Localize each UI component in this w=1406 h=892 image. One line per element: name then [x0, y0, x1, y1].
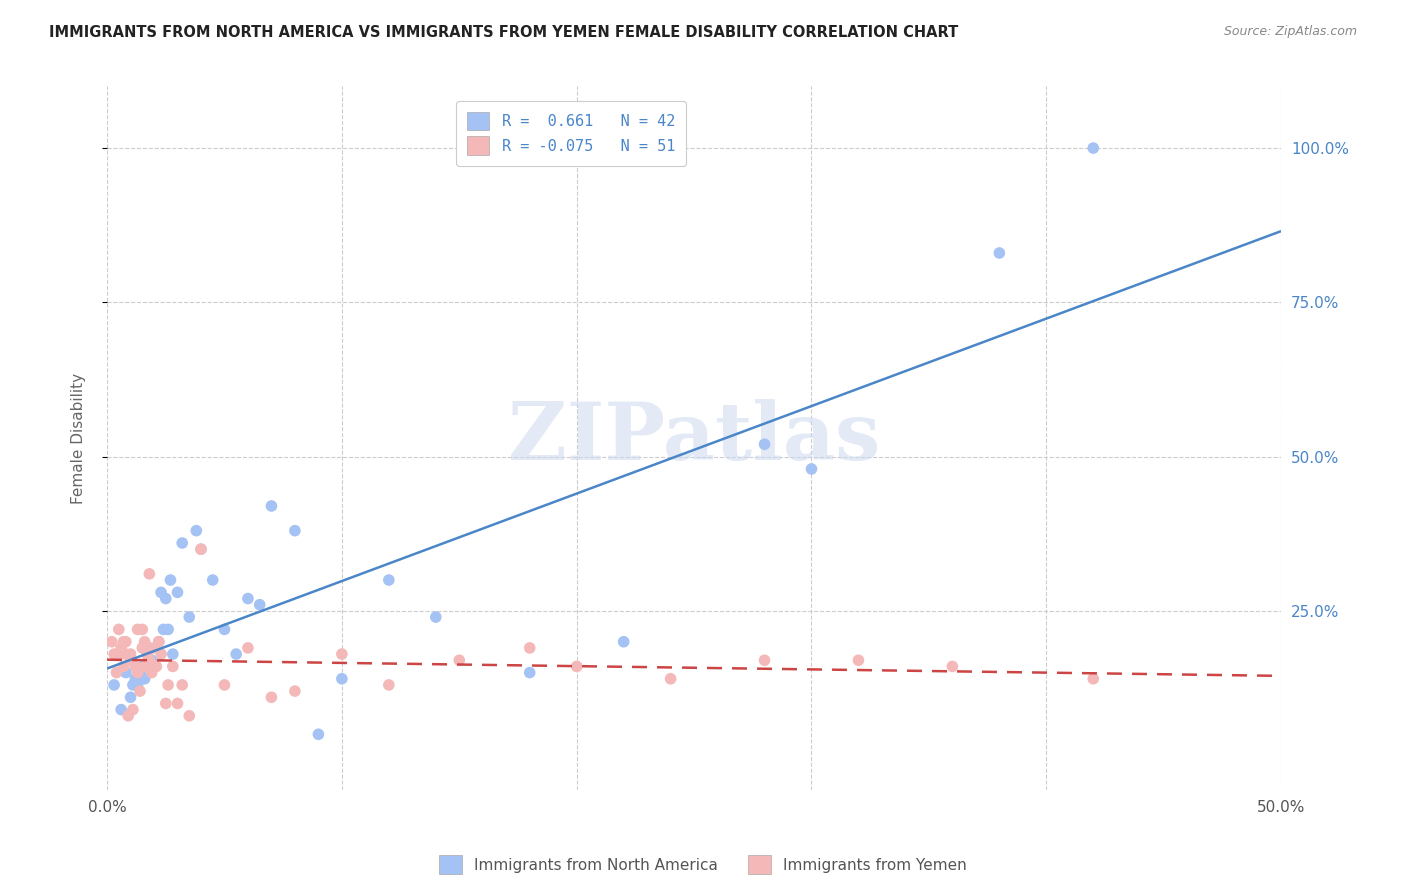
Point [848, 653, 870, 667]
Point [115, 647, 138, 661]
Point [103, 647, 125, 661]
Point [155, 591, 177, 606]
Point [134, 634, 156, 648]
Point [613, 634, 636, 648]
Point [179, 708, 201, 723]
Point [284, 684, 307, 698]
Point [103, 678, 125, 692]
Point [249, 598, 271, 612]
Point [112, 634, 135, 648]
Point [145, 659, 167, 673]
Point [155, 697, 177, 711]
Point [138, 566, 160, 581]
Point [225, 647, 247, 661]
Point [425, 610, 447, 624]
Point [122, 678, 145, 692]
Point [110, 703, 132, 717]
Point [141, 653, 163, 667]
Point [190, 542, 212, 557]
Point [150, 647, 173, 661]
Point [115, 634, 138, 648]
Point [519, 665, 541, 680]
Point [127, 623, 149, 637]
Point [260, 499, 283, 513]
Point [138, 653, 160, 667]
Legend: Immigrants from North America, Immigrants from Yemen: Immigrants from North America, Immigrant… [433, 849, 973, 880]
Point [129, 665, 152, 680]
Point [162, 659, 184, 673]
Point [131, 623, 153, 637]
Point [179, 610, 201, 624]
Point [1083, 672, 1105, 686]
Point [120, 647, 142, 661]
Point [112, 659, 135, 673]
Point [129, 684, 152, 698]
Point [159, 573, 181, 587]
Text: ZIPatlas: ZIPatlas [508, 399, 880, 477]
Point [134, 672, 156, 686]
Point [941, 659, 963, 673]
Point [157, 678, 180, 692]
Point [127, 678, 149, 692]
Point [134, 659, 156, 673]
Point [152, 623, 174, 637]
Point [565, 659, 588, 673]
Point [659, 672, 682, 686]
Point [330, 672, 353, 686]
Point [150, 585, 173, 599]
Point [330, 647, 353, 661]
Point [100, 634, 122, 648]
Point [120, 690, 142, 705]
Point [378, 573, 401, 587]
Point [214, 623, 236, 637]
Text: IMMIGRANTS FROM NORTH AMERICA VS IMMIGRANTS FROM YEMEN FEMALE DISABILITY CORRELA: IMMIGRANTS FROM NORTH AMERICA VS IMMIGRA… [49, 25, 959, 40]
Point [201, 573, 224, 587]
Point [186, 524, 208, 538]
Point [138, 640, 160, 655]
Point [124, 659, 146, 673]
Point [378, 678, 401, 692]
Point [260, 690, 283, 705]
Point [190, 542, 212, 557]
Point [166, 697, 188, 711]
Point [166, 585, 188, 599]
Point [105, 665, 128, 680]
Point [117, 708, 139, 723]
Point [988, 246, 1011, 260]
Point [284, 524, 307, 538]
Point [800, 462, 823, 476]
Point [122, 703, 145, 717]
Point [236, 591, 259, 606]
Point [214, 678, 236, 692]
Text: Source: ZipAtlas.com: Source: ZipAtlas.com [1223, 25, 1357, 38]
Point [172, 536, 194, 550]
Point [1083, 141, 1105, 155]
Point [157, 623, 180, 637]
Point [110, 640, 132, 655]
Point [519, 640, 541, 655]
Point [148, 634, 170, 648]
Point [307, 727, 329, 741]
Point [124, 672, 146, 686]
Point [148, 634, 170, 648]
Y-axis label: Female Disability: Female Disability [72, 373, 86, 504]
Point [131, 659, 153, 673]
Point [172, 678, 194, 692]
Point [162, 647, 184, 661]
Point [449, 653, 471, 667]
Point [143, 659, 166, 673]
Point [120, 653, 142, 667]
Point [127, 665, 149, 680]
Point [141, 665, 163, 680]
Point [108, 647, 131, 661]
Legend: R =  0.661   N = 42, R = -0.075   N = 51: R = 0.661 N = 42, R = -0.075 N = 51 [456, 101, 686, 166]
Point [136, 647, 159, 661]
Point [143, 640, 166, 655]
Point [115, 665, 138, 680]
Point [754, 437, 776, 451]
Point [108, 623, 131, 637]
Point [131, 640, 153, 655]
Point [236, 640, 259, 655]
Point [754, 653, 776, 667]
